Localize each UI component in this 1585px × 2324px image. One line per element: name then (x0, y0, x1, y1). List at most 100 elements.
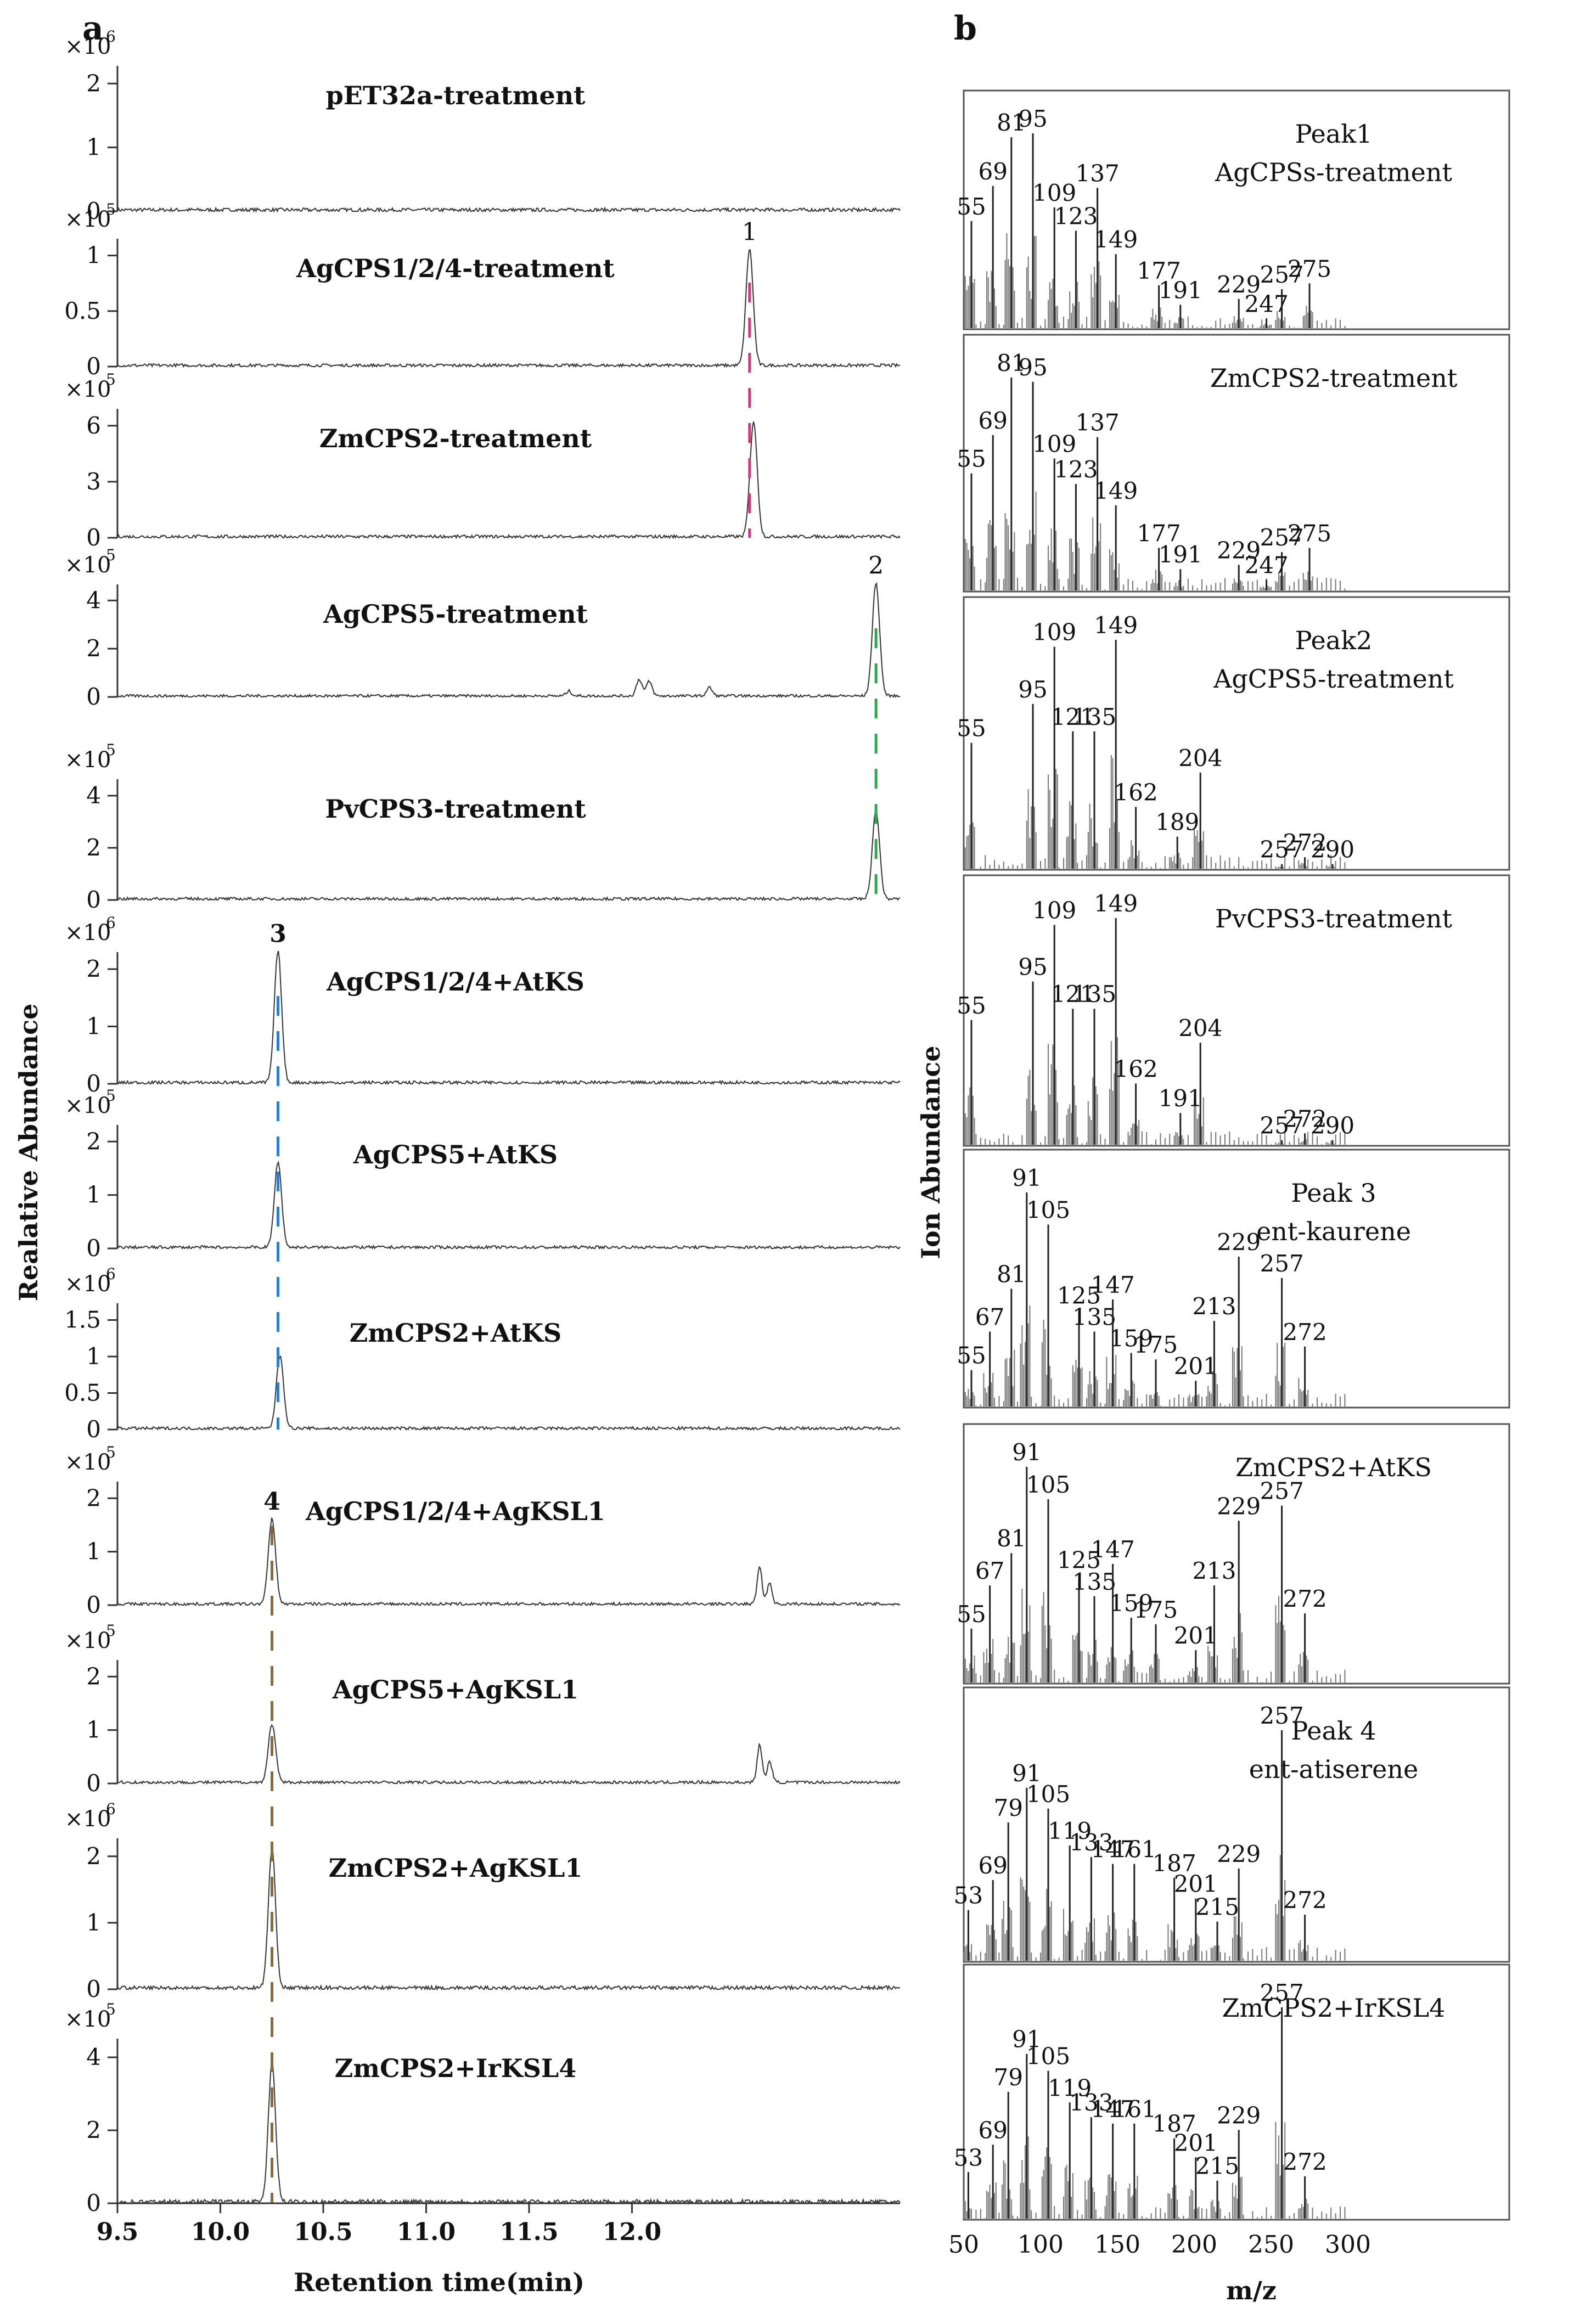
y-tick-label-10-1: 1 (86, 1909, 101, 1936)
spectrum-peak-label-0-2: 81 (997, 109, 1026, 136)
spectrum-peak-label-3-6: 162 (1114, 1055, 1158, 1082)
x-tick-label-b-1: 100 (1018, 2231, 1064, 2259)
spectrum-peak-label-1-8: 177 (1137, 520, 1181, 547)
spectrum-peak-label-7-9: 187 (1153, 2111, 1196, 2137)
spectrum-peak-label-4-2: 81 (997, 1261, 1026, 1288)
spectrum-title-5-0: ZmCPS2+AtKS (1235, 1453, 1432, 1482)
spectrum-frame-0 (963, 89, 1510, 330)
spectrum-minor-6 (963, 1855, 1346, 1961)
y-tick-label-1-2: 0 (86, 353, 101, 380)
y-tick-label-7-2: 0.5 (64, 1380, 101, 1406)
y-multiplier-exp-8: 5 (106, 1443, 116, 1461)
spectrum-peak-label-1-5: 123 (1054, 456, 1098, 483)
y-multiplier-exp-3: 5 (106, 546, 116, 564)
y-tick-label-6-2: 0 (86, 1235, 101, 1262)
spectrum-minor-3 (964, 1037, 1346, 1145)
spectrum-peak-label-6-8: 161 (1112, 1836, 1156, 1863)
spectrum-peak-label-2-2: 109 (1032, 619, 1076, 646)
spectrum-minor-2 (964, 755, 1346, 869)
spectrum-peak-label-3-7: 191 (1159, 1085, 1202, 1112)
y-multiplier-7: ×10 (65, 1271, 111, 1297)
spectrum-peak-label-6-10: 201 (1174, 1871, 1218, 1898)
spectrum-title-6-0: Peak 4 (1291, 1716, 1376, 1746)
y-tick-label-3-0: 4 (86, 587, 101, 614)
x-tick-label-b-5: 300 (1325, 2231, 1371, 2259)
spectrum-title-0-1: AgCPSs-treatment (1215, 157, 1453, 187)
spectrum-peak-label-1-0: 55 (957, 446, 986, 472)
spectrum-title-2-1: AgCPS5-treatment (1213, 664, 1454, 694)
spectrum-peak-label-1-6: 137 (1076, 409, 1120, 436)
trace-title-1: AgCPS1/2/4-treatment (296, 254, 615, 283)
spectrum-peak-label-4-11: 213 (1192, 1293, 1236, 1320)
spectrum-frame-7 (963, 1963, 1510, 2221)
spectrum-peak-label-7-11: 215 (1195, 2153, 1239, 2180)
spectrum-frame-5 (963, 1423, 1510, 1685)
spectrum-peak-label-6-7: 147 (1091, 1836, 1135, 1863)
spectrum-title-0-0: Peak1 (1295, 119, 1373, 149)
y-tick-label-11-2: 0 (86, 2190, 101, 2216)
spectrum-peak-label-5-13: 257 (1260, 1478, 1304, 1505)
spectrum-peak-label-2-3: 121 (1051, 704, 1095, 730)
spectrum-peak-label-0-4: 109 (1032, 179, 1076, 206)
spectrum-peak-label-6-1: 69 (978, 1852, 1007, 1879)
spectrum-peak-label-0-13: 275 (1288, 255, 1331, 282)
spectrum-peak-label-7-14: 272 (1283, 2148, 1327, 2175)
trace-title-6: AgCPS5+AtKS (353, 1140, 558, 1169)
spectrum-peak-label-4-4: 105 (1026, 1197, 1070, 1224)
spectrum-title-4-1: ent-kaurene (1256, 1217, 1411, 1246)
x-tick-label-b-2: 150 (1094, 2231, 1140, 2259)
y-tick-label-11-1: 2 (86, 2117, 101, 2143)
y-tick-label-6-0: 2 (86, 1128, 101, 1155)
trace-title-2: ZmCPS2-treatment (319, 424, 592, 453)
spectrum-peak-label-1-7: 149 (1094, 477, 1138, 504)
spectrum-peak-label-0-10: 229 (1217, 271, 1261, 298)
spectrum-peak-label-4-13: 257 (1260, 1250, 1304, 1277)
y-tick-label-8-1: 1 (86, 1538, 101, 1565)
spectrum-peak-label-4-6: 135 (1072, 1304, 1116, 1331)
trace-title-4: PvCPS3-treatment (325, 794, 586, 824)
spectrum-peak-label-7-0: 53 (954, 2144, 983, 2171)
spectrum-peak-label-3-10: 272 (1283, 1105, 1327, 1132)
y-tick-label-4-2: 0 (86, 886, 101, 913)
spectrum-peak-label-2-11: 290 (1311, 836, 1354, 863)
spectrum-peak-label-3-3: 121 (1051, 981, 1095, 1008)
spectrum-peak-label-7-1: 69 (978, 2117, 1007, 2143)
trace-7 (117, 1355, 901, 1431)
spectrum-peak-label-3-4: 135 (1072, 981, 1116, 1008)
trace-9 (117, 1724, 901, 1785)
y-tick-label-9-2: 0 (86, 1770, 101, 1797)
y-multiplier-2: ×10 (65, 377, 111, 402)
spectrum-title-4-0: Peak 3 (1291, 1178, 1376, 1208)
trace-2 (117, 421, 901, 539)
spectrum-peak-label-3-0: 55 (957, 992, 986, 1019)
spectrum-peak-label-7-6: 133 (1069, 2089, 1113, 2116)
x-tick-label-b-3: 200 (1171, 2231, 1217, 2259)
trace-3 (117, 582, 901, 699)
y-tick-label-1-1: 0.5 (64, 297, 101, 324)
spectrum-peak-label-0-1: 69 (978, 158, 1007, 185)
spectrum-title-1-0: ZmCPS2-treatment (1210, 363, 1458, 393)
spectrum-frame-6 (963, 1686, 1510, 1963)
peak-label-5: 3 (269, 920, 286, 948)
y-tick-label-3-2: 0 (86, 683, 101, 710)
spectrum-peak-label-4-12: 229 (1217, 1229, 1261, 1256)
spectrum-peak-label-6-6: 133 (1069, 1829, 1113, 1856)
spectrum-peak-label-2-0: 55 (957, 715, 986, 742)
y-tick-label-0-2: 0 (86, 198, 101, 224)
spectrum-peak-label-2-5: 149 (1094, 612, 1138, 639)
spectrum-peak-label-6-14: 272 (1283, 1887, 1327, 1914)
spectrum-peak-label-5-12: 229 (1217, 1493, 1261, 1520)
spectrum-peak-label-2-8: 204 (1178, 745, 1222, 772)
y-tick-label-0-1: 1 (86, 134, 101, 161)
y-multiplier-exp-7: 6 (106, 1265, 116, 1283)
spectrum-peak-label-0-6: 137 (1076, 160, 1120, 187)
y-tick-label-2-2: 0 (86, 524, 101, 551)
spectrum-frame-1 (963, 334, 1510, 593)
x-tick-label-a-0: 9.5 (97, 2218, 139, 2246)
spectrum-peak-label-7-7: 147 (1091, 2096, 1135, 2123)
spectrum-peak-label-5-6: 135 (1072, 1568, 1116, 1595)
trace-title-0: pET32a-treatment (326, 81, 586, 110)
spectrum-peak-label-6-9: 187 (1153, 1850, 1196, 1877)
y-multiplier-exp-6: 5 (106, 1087, 116, 1105)
